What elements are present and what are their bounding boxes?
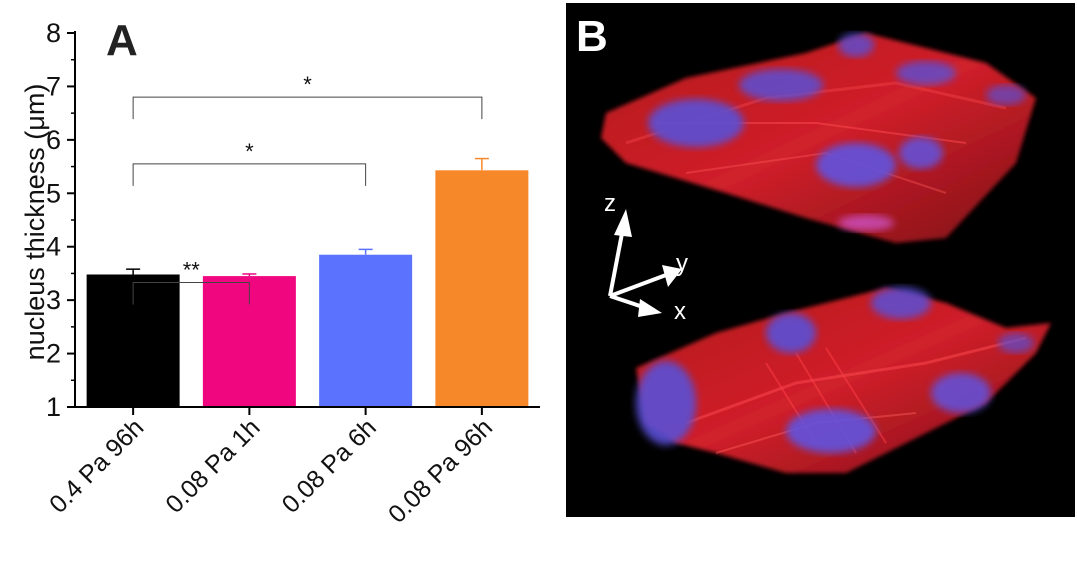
y-tick-label-6: 7 (46, 71, 61, 101)
significance-label-0: ** (183, 258, 201, 283)
axis-triad (608, 209, 682, 317)
y-tick-label-7: 8 (46, 18, 61, 48)
x-tick-label-0: 0.4 Pa 96h (44, 413, 149, 518)
x-tick-label-3: 0.08 Pa 96h (383, 413, 498, 528)
bar-3 (435, 170, 529, 407)
x-tick-label-2: 0.08 Pa 6h (277, 413, 382, 518)
significance-bracket-1 (132, 163, 367, 186)
axis-letter-z: z (604, 190, 616, 217)
confocal-image: z y x (601, 33, 1051, 473)
y-tick-label-2: 3 (46, 285, 61, 315)
significance-label-2: * (303, 72, 312, 97)
bar-2 (319, 254, 413, 407)
axis-letter-y: y (676, 250, 688, 277)
significance-label-1: * (245, 139, 254, 164)
x-tick-label-1: 0.08 Pa 1h (160, 413, 265, 518)
y-tick-label-3: 4 (46, 232, 61, 262)
y-axis-label: nucleus thickness (μm) (20, 84, 50, 361)
panel-label-a: A (106, 16, 138, 65)
lower-cell-layer (636, 287, 1051, 473)
y-tick-label-1: 2 (46, 339, 61, 369)
panel-label-b: B (576, 12, 608, 61)
axis-letter-x: x (674, 298, 686, 325)
microscopy-panel: z y x B (566, 3, 1075, 517)
significance-bracket-0 (132, 282, 250, 305)
y-tick-label-0: 1 (46, 392, 61, 422)
upper-cell-layer (601, 33, 1036, 243)
y-tick-label-5: 6 (46, 125, 61, 155)
y-tick-label-4: 5 (46, 178, 61, 208)
significance-bracket-2 (132, 96, 483, 120)
